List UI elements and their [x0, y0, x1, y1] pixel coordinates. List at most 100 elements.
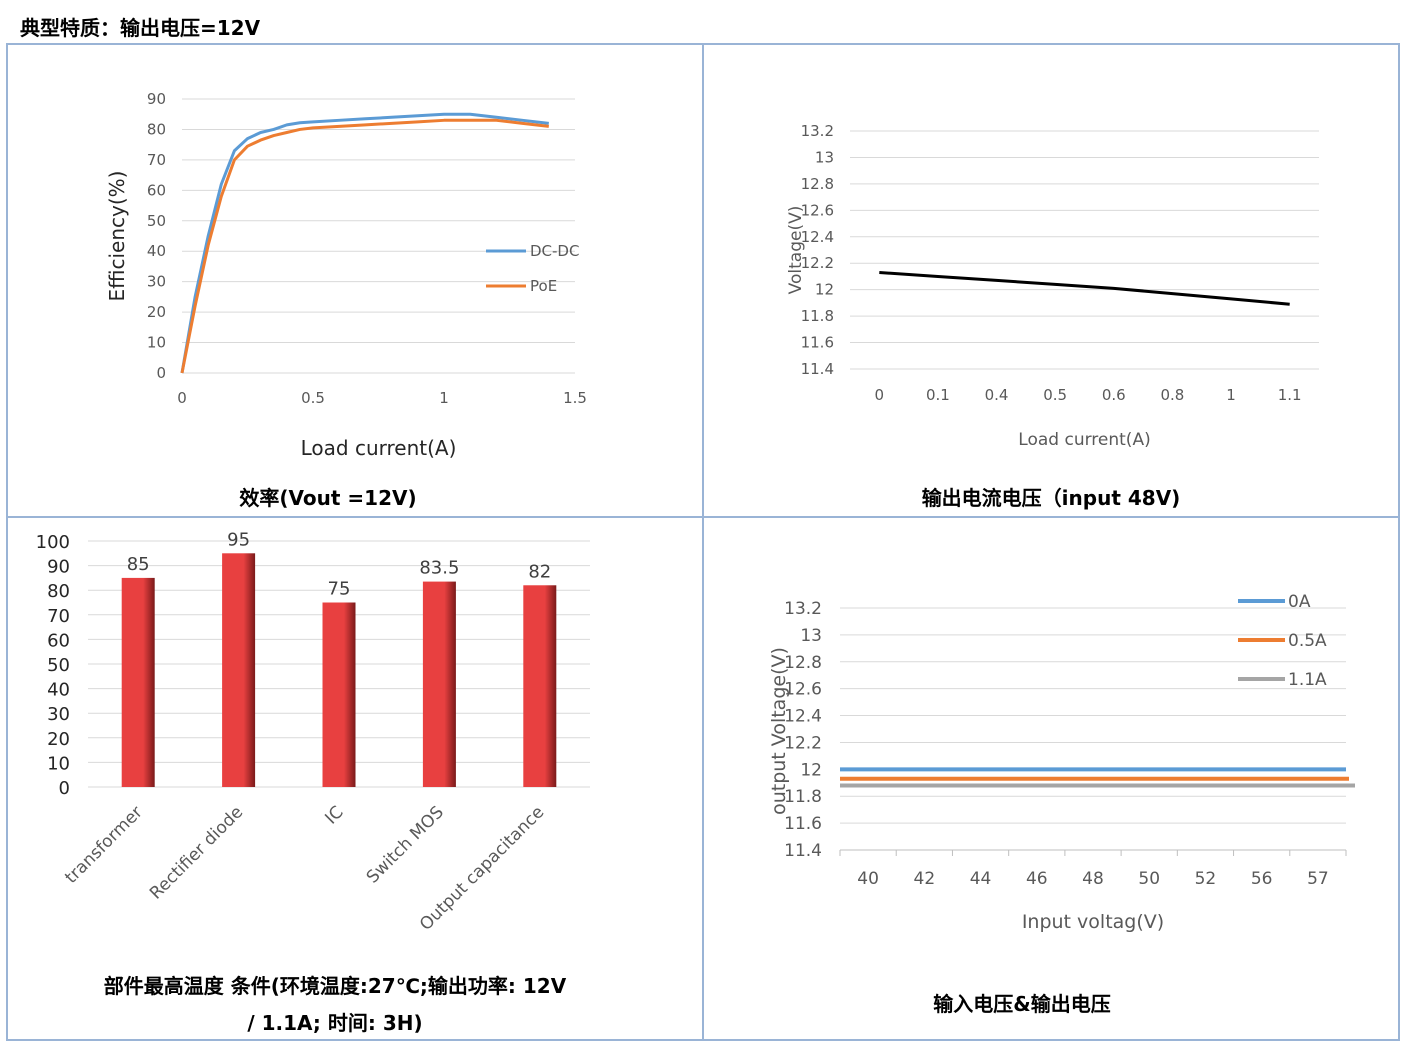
x-tick-label: 40	[857, 869, 879, 889]
x-axis-title: Load current(A)	[301, 436, 457, 460]
efficiency-chart: 0 10 20 30 40 50 60 70 80 90 0 0.5 1 1.5 Load current(…	[105, 90, 587, 460]
x-tick-label: IC	[321, 802, 347, 828]
y-tick-label: 13	[815, 148, 834, 166]
x-tick-label: 50	[1138, 869, 1160, 889]
bar	[121, 577, 155, 787]
y-tick-label: 12.8	[784, 653, 822, 673]
temperature-caption-line1: 部件最高温度 条件(环境温度:27℃;输出功率: 12V	[103, 974, 567, 998]
y-tick-label: 12.2	[784, 733, 822, 753]
efficiency-caption: 效率(Vout =12V)	[239, 486, 417, 510]
x-tick-label: 1	[439, 389, 449, 407]
x-tick-label: 44	[970, 869, 992, 889]
y-tick-label: 60	[147, 181, 166, 199]
x-tick-label: 52	[1195, 869, 1217, 889]
x-axis-title: Input voltag(V)	[1022, 911, 1164, 933]
in-out-panel: 11.4 11.6 11.8 12 12.2 12.4 12.6 12.8 13 13.2 40 42…	[704, 518, 1398, 1039]
y-tick-label: 90	[47, 557, 70, 578]
y-tick-label: 12	[800, 760, 822, 780]
bar	[222, 553, 256, 787]
y-axis-title: Voltage(V)	[786, 206, 806, 295]
x-tick-label: 0.8	[1161, 386, 1185, 404]
x-tick-label: 0.4	[985, 386, 1009, 404]
x-tick-label: 48	[1082, 869, 1104, 889]
x-tick-label: 0.5	[1043, 386, 1067, 404]
y-tick-label: 13.2	[784, 599, 822, 619]
y-tick-label: 11.4	[784, 841, 822, 861]
x-tick-label: 46	[1026, 869, 1048, 889]
voltage-panel: 11.4 11.6 11.8 12 12.2 12.4 12.6 12.8 13 13.2 0 0.1…	[704, 45, 1398, 516]
y-tick-label: 12.8	[801, 175, 834, 193]
y-tick-label: 12.2	[801, 254, 834, 272]
legend-label: DC-DC	[530, 242, 579, 260]
x-tick-label: 0	[875, 386, 885, 404]
y-tick-label: 100	[36, 532, 70, 553]
x-tick-label: Switch MOS	[363, 802, 448, 887]
y-tick-label: 11.4	[801, 360, 834, 378]
y-tick-label: 70	[47, 606, 70, 627]
y-tick-label: 12.6	[784, 680, 822, 700]
voltage-caption: 输出电流电压（input 48V)	[921, 486, 1181, 510]
bar	[422, 581, 456, 787]
efficiency-panel: 0 10 20 30 40 50 60 70 80 90 0 0.5 1 1.5 Load current(…	[8, 45, 702, 516]
bar-value-label: 75	[328, 579, 351, 600]
y-tick-label: 11.6	[784, 814, 822, 834]
bar-value-label: 83.5	[419, 558, 459, 579]
series-line-dc-dc	[180, 112, 549, 374]
x-tick-label: 42	[914, 869, 936, 889]
x-tick-label: 0.6	[1102, 386, 1126, 404]
x-tick-label: 1.5	[563, 389, 587, 407]
y-tick-label: 50	[47, 655, 70, 676]
voltage-chart: 11.4 11.6 11.8 12 12.2 12.4 12.6 12.8 13 13.2 0 0.1…	[786, 122, 1319, 450]
legend-label: 0.5A	[1288, 631, 1327, 651]
bar	[523, 585, 557, 787]
bar	[322, 602, 356, 787]
page-title: 典型特质：输出电压=12V	[20, 16, 261, 40]
y-tick-label: 12	[815, 281, 834, 299]
y-tick-label: 50	[147, 212, 166, 230]
y-tick-label: 30	[147, 273, 166, 291]
y-axis-title: Efficiency(%)	[105, 171, 129, 302]
y-tick-label: 60	[47, 630, 70, 651]
y-tick-label: 40	[47, 680, 70, 701]
y-tick-label: 11.8	[784, 787, 822, 807]
x-tick-label: 0.1	[926, 386, 950, 404]
y-tick-label: 11.6	[801, 334, 834, 352]
y-tick-label: 13	[800, 626, 822, 646]
bar-value-label: 85	[127, 554, 150, 575]
y-tick-label: 12.6	[801, 201, 834, 219]
x-axis-title: Load current(A)	[1018, 430, 1150, 450]
grid-divider-horizontal	[6, 516, 1400, 518]
series-line	[879, 270, 1290, 306]
y-axis-title: output Voltage(V)	[768, 647, 790, 815]
x-tick-label: Rectifier diode	[146, 802, 247, 903]
y-tick-label: 11.8	[801, 307, 834, 325]
y-tick-label: 80	[147, 120, 166, 138]
in-out-chart: 11.4 11.6 11.8 12 12.2 12.4 12.6 12.8 13 13.2 40 42…	[768, 592, 1355, 933]
x-tick-label: 57	[1307, 869, 1329, 889]
temperature-chart: 0 10 20 30 40 50 60 70 80 90 100 85 transformer 95 Rec…	[36, 529, 590, 935]
x-tick-label: 56	[1251, 869, 1273, 889]
y-tick-label: 80	[47, 581, 70, 602]
temperature-caption-line2: / 1.1A; 时间: 3H)	[247, 1011, 423, 1035]
x-tick-label: transformer	[61, 802, 146, 887]
y-tick-label: 70	[147, 151, 166, 169]
y-tick-label: 90	[147, 90, 166, 108]
y-tick-label: 20	[147, 303, 166, 321]
temperature-panel: 0 10 20 30 40 50 60 70 80 90 100 85 transformer 95 Rec…	[8, 518, 702, 1039]
x-tick-label: 1.1	[1278, 386, 1302, 404]
y-tick-label: 12.4	[784, 707, 822, 727]
bar-value-label: 95	[227, 529, 250, 550]
y-tick-label: 10	[147, 334, 166, 352]
y-tick-label: 12.4	[801, 228, 834, 246]
x-tick-label: 0.5	[301, 389, 325, 407]
bar-value-label: 82	[528, 561, 551, 582]
legend-label: PoE	[530, 277, 557, 295]
x-tick-label: 1	[1226, 386, 1236, 404]
y-tick-label: 30	[47, 704, 70, 725]
y-tick-label: 10	[47, 753, 70, 774]
grid-divider-vertical	[702, 43, 704, 1041]
legend-label: 1.1A	[1288, 670, 1327, 690]
series-line-poe	[180, 118, 549, 374]
y-tick-label: 40	[147, 242, 166, 260]
in-out-caption: 输入电压&输出电压	[933, 992, 1111, 1016]
